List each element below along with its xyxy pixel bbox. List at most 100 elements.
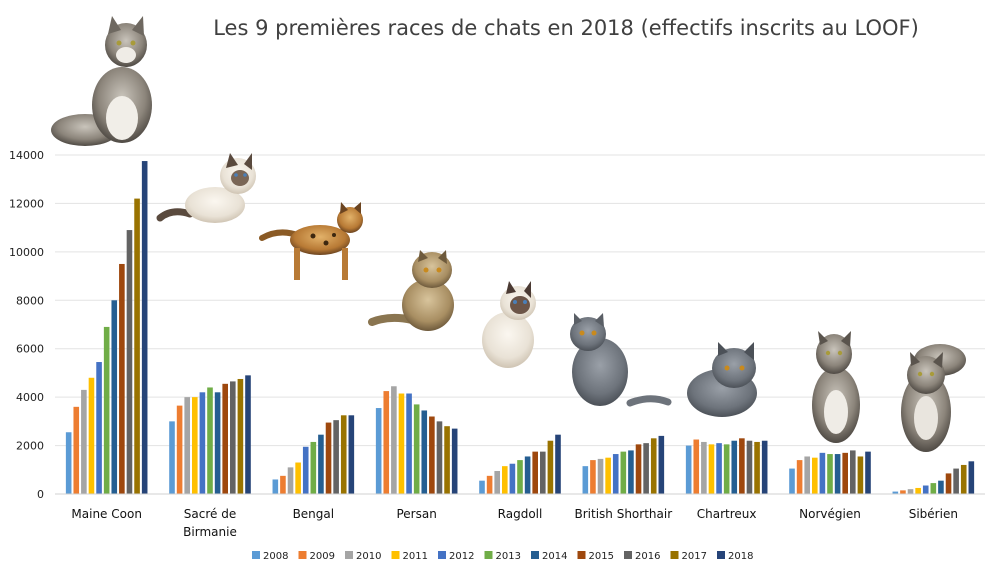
bar: [103, 326, 110, 494]
bar: [746, 440, 753, 494]
y-tick-label: 8000: [16, 294, 44, 307]
x-tick-label: Maine Coon: [71, 507, 142, 521]
cat-ragdoll-illustration: [482, 281, 536, 368]
bar: [517, 460, 523, 494]
cat-chartreux-illustration: [687, 342, 757, 417]
bar: [857, 456, 864, 494]
bar: [65, 432, 72, 494]
bar: [597, 458, 604, 494]
cat-siberien-illustration: [901, 344, 966, 452]
bar: [310, 441, 317, 494]
bar: [968, 461, 975, 494]
bar: [761, 440, 768, 494]
bar: [81, 389, 87, 494]
bar: [701, 441, 707, 494]
legend-label: 2018: [728, 551, 753, 562]
legend-swatch: [670, 551, 679, 559]
bar: [88, 377, 95, 494]
legend-label: 2015: [589, 551, 614, 562]
y-tick-label: 12000: [9, 197, 44, 210]
bar: [915, 487, 921, 494]
bar: [96, 362, 102, 494]
bar: [383, 391, 390, 494]
legend-label: 2016: [635, 551, 660, 562]
bar: [413, 404, 420, 494]
cat-maine-coon-illustration: [51, 16, 152, 146]
bar: [73, 406, 80, 494]
bar: [333, 420, 339, 494]
bar: [953, 468, 959, 494]
bar: [272, 479, 279, 494]
legend-swatch: [391, 551, 400, 559]
x-axis: Maine Coon Sacré de Birmanie Bengal Persan Ra…: [55, 493, 985, 539]
bars: [65, 161, 975, 495]
bar: [421, 410, 428, 494]
bar: [295, 462, 301, 494]
y-tick-label: 6000: [16, 343, 44, 356]
chart-title: Les 9 premières races de chats en 2018 (…: [213, 16, 919, 40]
bar: [302, 446, 309, 494]
bar: [486, 475, 493, 494]
bar: [375, 408, 382, 494]
legend-swatch: [345, 551, 353, 559]
x-tick-label: Ragdoll: [498, 507, 543, 521]
bar: [119, 263, 125, 494]
legend-label: 2010: [356, 551, 381, 562]
bar: [731, 440, 738, 494]
legend-label: 2013: [496, 551, 521, 562]
y-tick-label: 4000: [16, 391, 44, 404]
legend-label: 2012: [449, 551, 474, 562]
bar: [804, 456, 810, 494]
cat-sacre-de-birmanie-illustration: [156, 153, 256, 223]
cat-british-shorthair-illustration: [570, 313, 672, 407]
bar: [834, 454, 841, 494]
bar: [444, 426, 450, 494]
x-tick-label: Birmanie: [183, 525, 237, 539]
bar: [398, 393, 405, 494]
bar: [325, 422, 332, 494]
x-tick-label: Norvégien: [799, 507, 861, 521]
bar: [406, 393, 412, 494]
bar: [658, 435, 665, 494]
bar: [494, 471, 500, 494]
bar: [842, 452, 848, 494]
bar: [628, 450, 634, 494]
x-tick-label: British Shorthair: [575, 507, 673, 521]
bar: [169, 421, 175, 494]
bar: [827, 454, 833, 494]
bar: [590, 460, 596, 494]
bar: [540, 451, 546, 495]
bar: [318, 434, 324, 494]
bar: [945, 473, 952, 494]
bar: [192, 397, 198, 494]
bar: [429, 416, 435, 494]
bar: [892, 491, 899, 494]
bar: [620, 451, 627, 495]
bar: [850, 450, 856, 494]
legend-swatch: [252, 551, 260, 559]
bar: [900, 490, 906, 494]
bar: [280, 475, 286, 494]
y-axis: 0 2000 4000 6000 8000 10000 12000 14000: [9, 149, 44, 501]
bar: [723, 444, 730, 494]
legend-swatch: [484, 551, 493, 559]
cat-bengal-illustration: [259, 202, 363, 280]
bar: [789, 468, 795, 494]
y-tick-label: 2000: [16, 440, 44, 453]
bar: [134, 198, 140, 494]
legend-label: 2009: [310, 551, 335, 562]
legend-label: 2011: [403, 551, 428, 562]
bar: [865, 451, 871, 495]
legend-label: 2017: [682, 551, 707, 562]
bar: [812, 457, 818, 494]
bar: [716, 443, 722, 494]
bar: [237, 378, 244, 494]
bar: [207, 387, 213, 494]
bar: [245, 375, 251, 494]
bar: [502, 466, 508, 494]
bar: [685, 445, 692, 494]
y-tick-label: 0: [37, 488, 44, 501]
bar: [199, 392, 206, 494]
bar: [509, 463, 516, 494]
bar: [111, 300, 118, 494]
